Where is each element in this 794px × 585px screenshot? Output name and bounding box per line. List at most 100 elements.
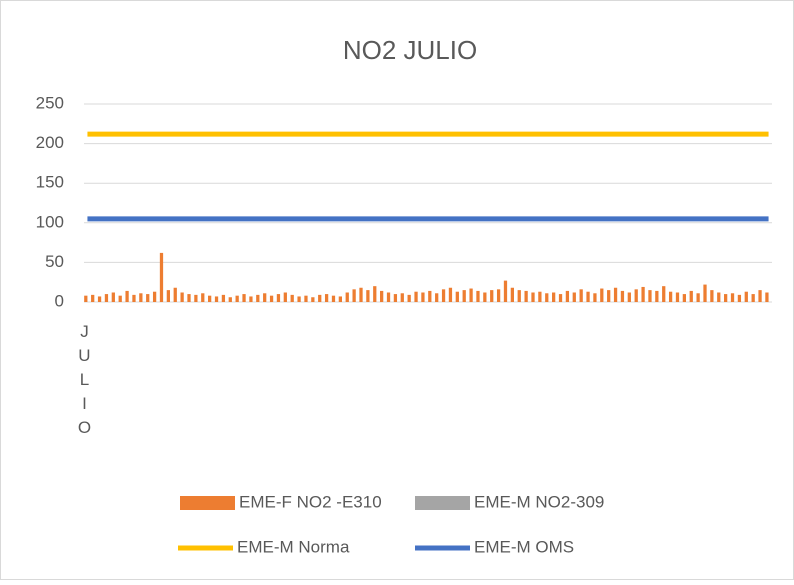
- bar: [586, 291, 590, 302]
- legend-label: EME-M OMS: [474, 537, 574, 556]
- bar: [655, 290, 659, 302]
- bar: [682, 294, 686, 302]
- bar: [249, 296, 253, 302]
- bar: [214, 296, 219, 302]
- bar: [455, 291, 459, 302]
- bar: [634, 289, 638, 302]
- bar: [228, 297, 232, 302]
- bar: [730, 293, 735, 302]
- bar: [593, 293, 597, 302]
- bar: [751, 294, 755, 302]
- bar: [510, 287, 514, 302]
- bar: [118, 295, 122, 302]
- legend-label: EME-M Norma: [237, 537, 350, 556]
- bar: [496, 289, 501, 302]
- legend-swatch: [415, 496, 470, 510]
- x-tick-label: JULIO: [75, 322, 94, 442]
- bar: [648, 290, 652, 302]
- bar: [696, 293, 700, 302]
- bar: [256, 294, 260, 302]
- bar: [503, 280, 508, 302]
- y-tick-label: 100: [36, 212, 64, 231]
- bar: [620, 290, 625, 302]
- bar: [132, 294, 136, 302]
- bar: [166, 290, 170, 302]
- bar: [641, 286, 645, 302]
- bar: [290, 294, 294, 302]
- bar: [758, 290, 762, 302]
- bar: [428, 290, 432, 302]
- bar: [125, 290, 129, 302]
- bar: [600, 288, 604, 302]
- bar: [297, 296, 301, 302]
- bar: [324, 294, 329, 302]
- bar: [359, 287, 363, 302]
- bar: [366, 290, 370, 302]
- bar: [345, 292, 349, 302]
- bar: [414, 291, 418, 302]
- bar: [737, 294, 742, 302]
- bar: [146, 294, 150, 302]
- chart-title: NO2 JULIO: [343, 35, 477, 65]
- legend-swatch: [180, 496, 235, 510]
- bar: [352, 289, 356, 302]
- y-tick-label: 0: [55, 291, 64, 310]
- bar: [311, 297, 315, 302]
- bar: [173, 287, 177, 302]
- bar: [703, 284, 707, 302]
- bar: [235, 295, 239, 302]
- bar: [221, 294, 226, 302]
- bar: [263, 293, 267, 302]
- legend-label: EME-M NO2-309: [474, 492, 604, 511]
- bar: [338, 296, 342, 302]
- bar: [269, 295, 274, 302]
- bar: [579, 289, 583, 302]
- bar: [318, 294, 322, 302]
- bar: [462, 290, 466, 302]
- bar: [276, 294, 281, 302]
- bar: [84, 295, 88, 302]
- bar: [159, 252, 164, 302]
- bar: [490, 290, 494, 302]
- bar: [524, 290, 528, 302]
- bar: [180, 292, 184, 302]
- bar: [194, 294, 198, 302]
- bar: [104, 294, 109, 302]
- bar: [201, 293, 205, 302]
- bar: [139, 293, 143, 302]
- bar: [765, 292, 769, 302]
- y-tick-label: 250: [36, 93, 64, 112]
- bar: [441, 289, 446, 302]
- bar: [545, 293, 549, 302]
- bar: [386, 292, 391, 302]
- bar: [517, 290, 521, 302]
- bar: [242, 294, 246, 302]
- bar: [407, 294, 411, 302]
- bar: [552, 292, 556, 302]
- bar: [91, 294, 95, 302]
- y-tick-label: 150: [36, 173, 64, 192]
- bar: [613, 287, 618, 302]
- bar: [627, 292, 631, 302]
- bar: [483, 292, 487, 302]
- bar: [469, 288, 473, 302]
- bar: [689, 290, 693, 302]
- bar: [373, 286, 377, 302]
- bar: [710, 290, 714, 302]
- bar: [421, 292, 425, 302]
- bar: [572, 292, 576, 302]
- bar: [152, 291, 157, 302]
- bar: [400, 293, 404, 302]
- bar: [187, 294, 191, 302]
- bar: [607, 290, 611, 302]
- bar: [380, 290, 384, 302]
- bar: [393, 294, 398, 302]
- bar: [97, 296, 102, 302]
- bar: [724, 294, 728, 302]
- bar: [675, 292, 680, 302]
- bar: [717, 292, 721, 302]
- bar: [331, 295, 336, 302]
- bar: [538, 291, 542, 302]
